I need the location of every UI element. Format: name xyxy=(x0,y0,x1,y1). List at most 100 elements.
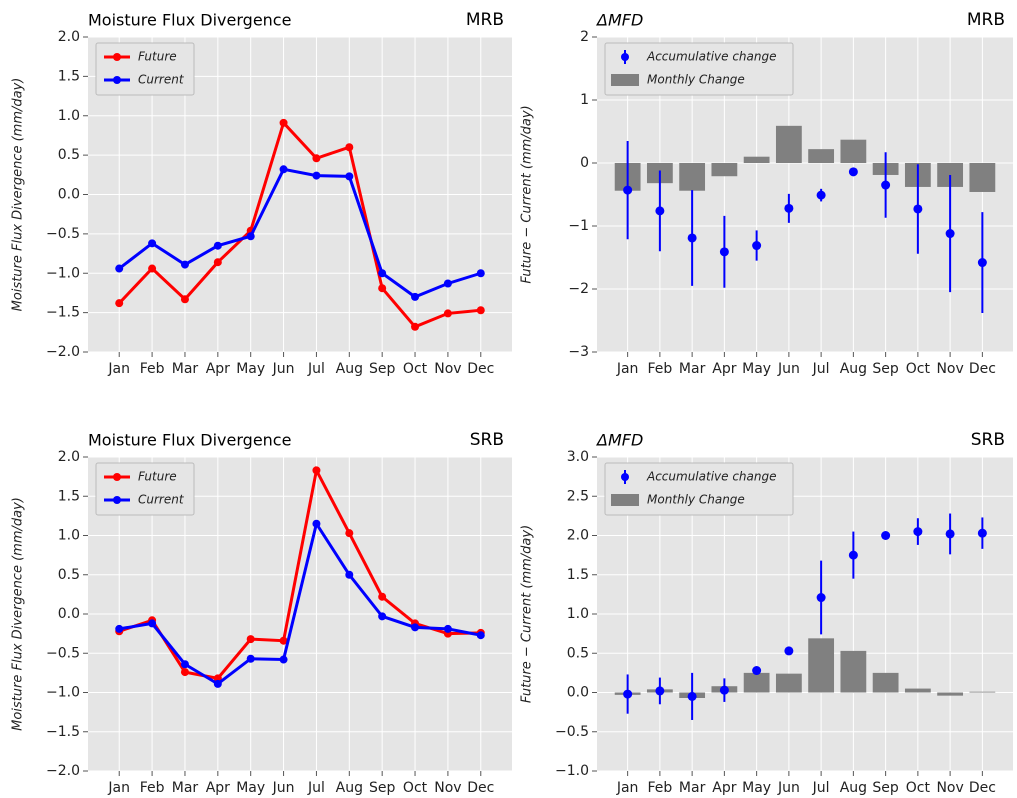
point xyxy=(784,646,794,656)
legend-swatch xyxy=(621,53,629,61)
series-line xyxy=(118,119,481,329)
y-tick-label: −1 xyxy=(568,218,589,234)
point xyxy=(279,165,288,174)
point xyxy=(345,570,354,579)
point xyxy=(180,660,189,669)
series-line xyxy=(118,465,481,681)
x-tick-label: May xyxy=(742,361,771,377)
x-tick-label: Oct xyxy=(906,780,931,796)
point xyxy=(411,623,420,632)
y-axis-label: Moisture Flux Divergence (mm/day) xyxy=(11,78,26,312)
x-tick-label: Feb xyxy=(647,780,672,796)
point xyxy=(115,624,124,633)
y-tick-label: 1.0 xyxy=(58,528,80,544)
bar xyxy=(775,125,802,163)
legend-swatch xyxy=(611,494,639,506)
point xyxy=(345,143,354,152)
x-tick-label: Jul xyxy=(307,361,325,377)
x-tick-label: Jan xyxy=(616,361,639,377)
region-label: MRB xyxy=(466,10,504,30)
x-tick-label: Apr xyxy=(712,361,736,377)
bar xyxy=(743,156,770,163)
point xyxy=(115,264,124,273)
legend-label: Accumulative change xyxy=(646,470,777,484)
legend-label: Future xyxy=(138,50,177,64)
x-tick-label: Jun xyxy=(272,780,295,796)
legend-swatch xyxy=(611,74,639,86)
x-tick-label: Mar xyxy=(679,361,706,377)
y-tick-label: 1 xyxy=(580,92,589,108)
legend-label: Current xyxy=(138,73,185,87)
y-tick-label: −2.0 xyxy=(46,344,80,360)
point xyxy=(687,233,697,243)
y-axis-label: Future − Current (mm/day) xyxy=(520,525,535,703)
x-tick-label: Oct xyxy=(906,361,931,377)
bar xyxy=(808,638,835,693)
x-tick-label: Aug xyxy=(840,361,867,377)
chart-title: Moisture Flux Divergence xyxy=(88,431,291,450)
y-tick-label: −1.0 xyxy=(555,763,589,779)
x-tick-label: Dec xyxy=(467,780,494,796)
point xyxy=(312,519,321,528)
point xyxy=(476,306,485,315)
point xyxy=(312,171,321,180)
legend-label: Monthly Change xyxy=(647,493,745,507)
bar xyxy=(775,673,802,693)
point xyxy=(977,258,987,268)
legend-label: Future xyxy=(138,470,177,484)
point xyxy=(687,691,697,701)
point xyxy=(816,190,826,200)
point xyxy=(881,531,891,540)
y-tick-label: 2 xyxy=(580,29,589,45)
point xyxy=(443,279,452,288)
y-tick-label: −2 xyxy=(568,281,589,297)
region-label: SRB xyxy=(971,430,1005,450)
chart: Moisture Flux Divergence SRB Moisture Flux… xyxy=(11,430,512,796)
point xyxy=(719,685,729,695)
point xyxy=(443,309,452,318)
x-tick-label: Jun xyxy=(777,780,800,796)
bar xyxy=(808,149,835,163)
x-tick-label: Feb xyxy=(140,361,165,377)
x-tick-label: Dec xyxy=(467,361,494,377)
bar xyxy=(840,139,867,163)
y-tick-label: 0.5 xyxy=(58,147,80,163)
point xyxy=(752,666,762,676)
x-tick-label: Jul xyxy=(812,780,830,796)
x-tick-label: Dec xyxy=(969,780,996,796)
legend-swatch xyxy=(113,473,121,481)
x-tick-label: Dec xyxy=(969,361,996,377)
bar xyxy=(904,688,931,693)
y-tick-label: 1.0 xyxy=(567,606,589,622)
bar xyxy=(743,672,770,693)
x-tick-label: Mar xyxy=(172,780,199,796)
y-tick-label: 1.0 xyxy=(58,108,80,124)
y-tick-label: −2.0 xyxy=(46,763,80,779)
x-tick-label: Aug xyxy=(336,780,363,796)
point xyxy=(148,619,157,628)
point xyxy=(312,154,321,163)
point xyxy=(443,624,452,633)
point xyxy=(213,241,222,250)
region-label: SRB xyxy=(470,430,504,450)
point xyxy=(655,206,665,216)
point xyxy=(476,269,485,278)
x-tick-label: Nov xyxy=(434,361,461,377)
point xyxy=(913,527,923,537)
x-tick-label: May xyxy=(742,780,771,796)
point xyxy=(148,239,157,248)
x-tick-label: Jan xyxy=(107,361,130,377)
point xyxy=(180,295,189,304)
y-tick-label: −1.5 xyxy=(46,305,80,321)
point xyxy=(945,229,955,239)
point xyxy=(945,529,955,539)
point xyxy=(411,322,420,331)
x-tick-label: Jul xyxy=(812,361,830,377)
point xyxy=(246,654,255,663)
point xyxy=(180,260,189,269)
y-tick-label: 2.0 xyxy=(58,449,80,465)
point xyxy=(476,631,485,640)
y-tick-label: −0.5 xyxy=(46,645,80,661)
x-tick-label: Jan xyxy=(107,780,130,796)
y-tick-label: 0.0 xyxy=(58,606,80,622)
